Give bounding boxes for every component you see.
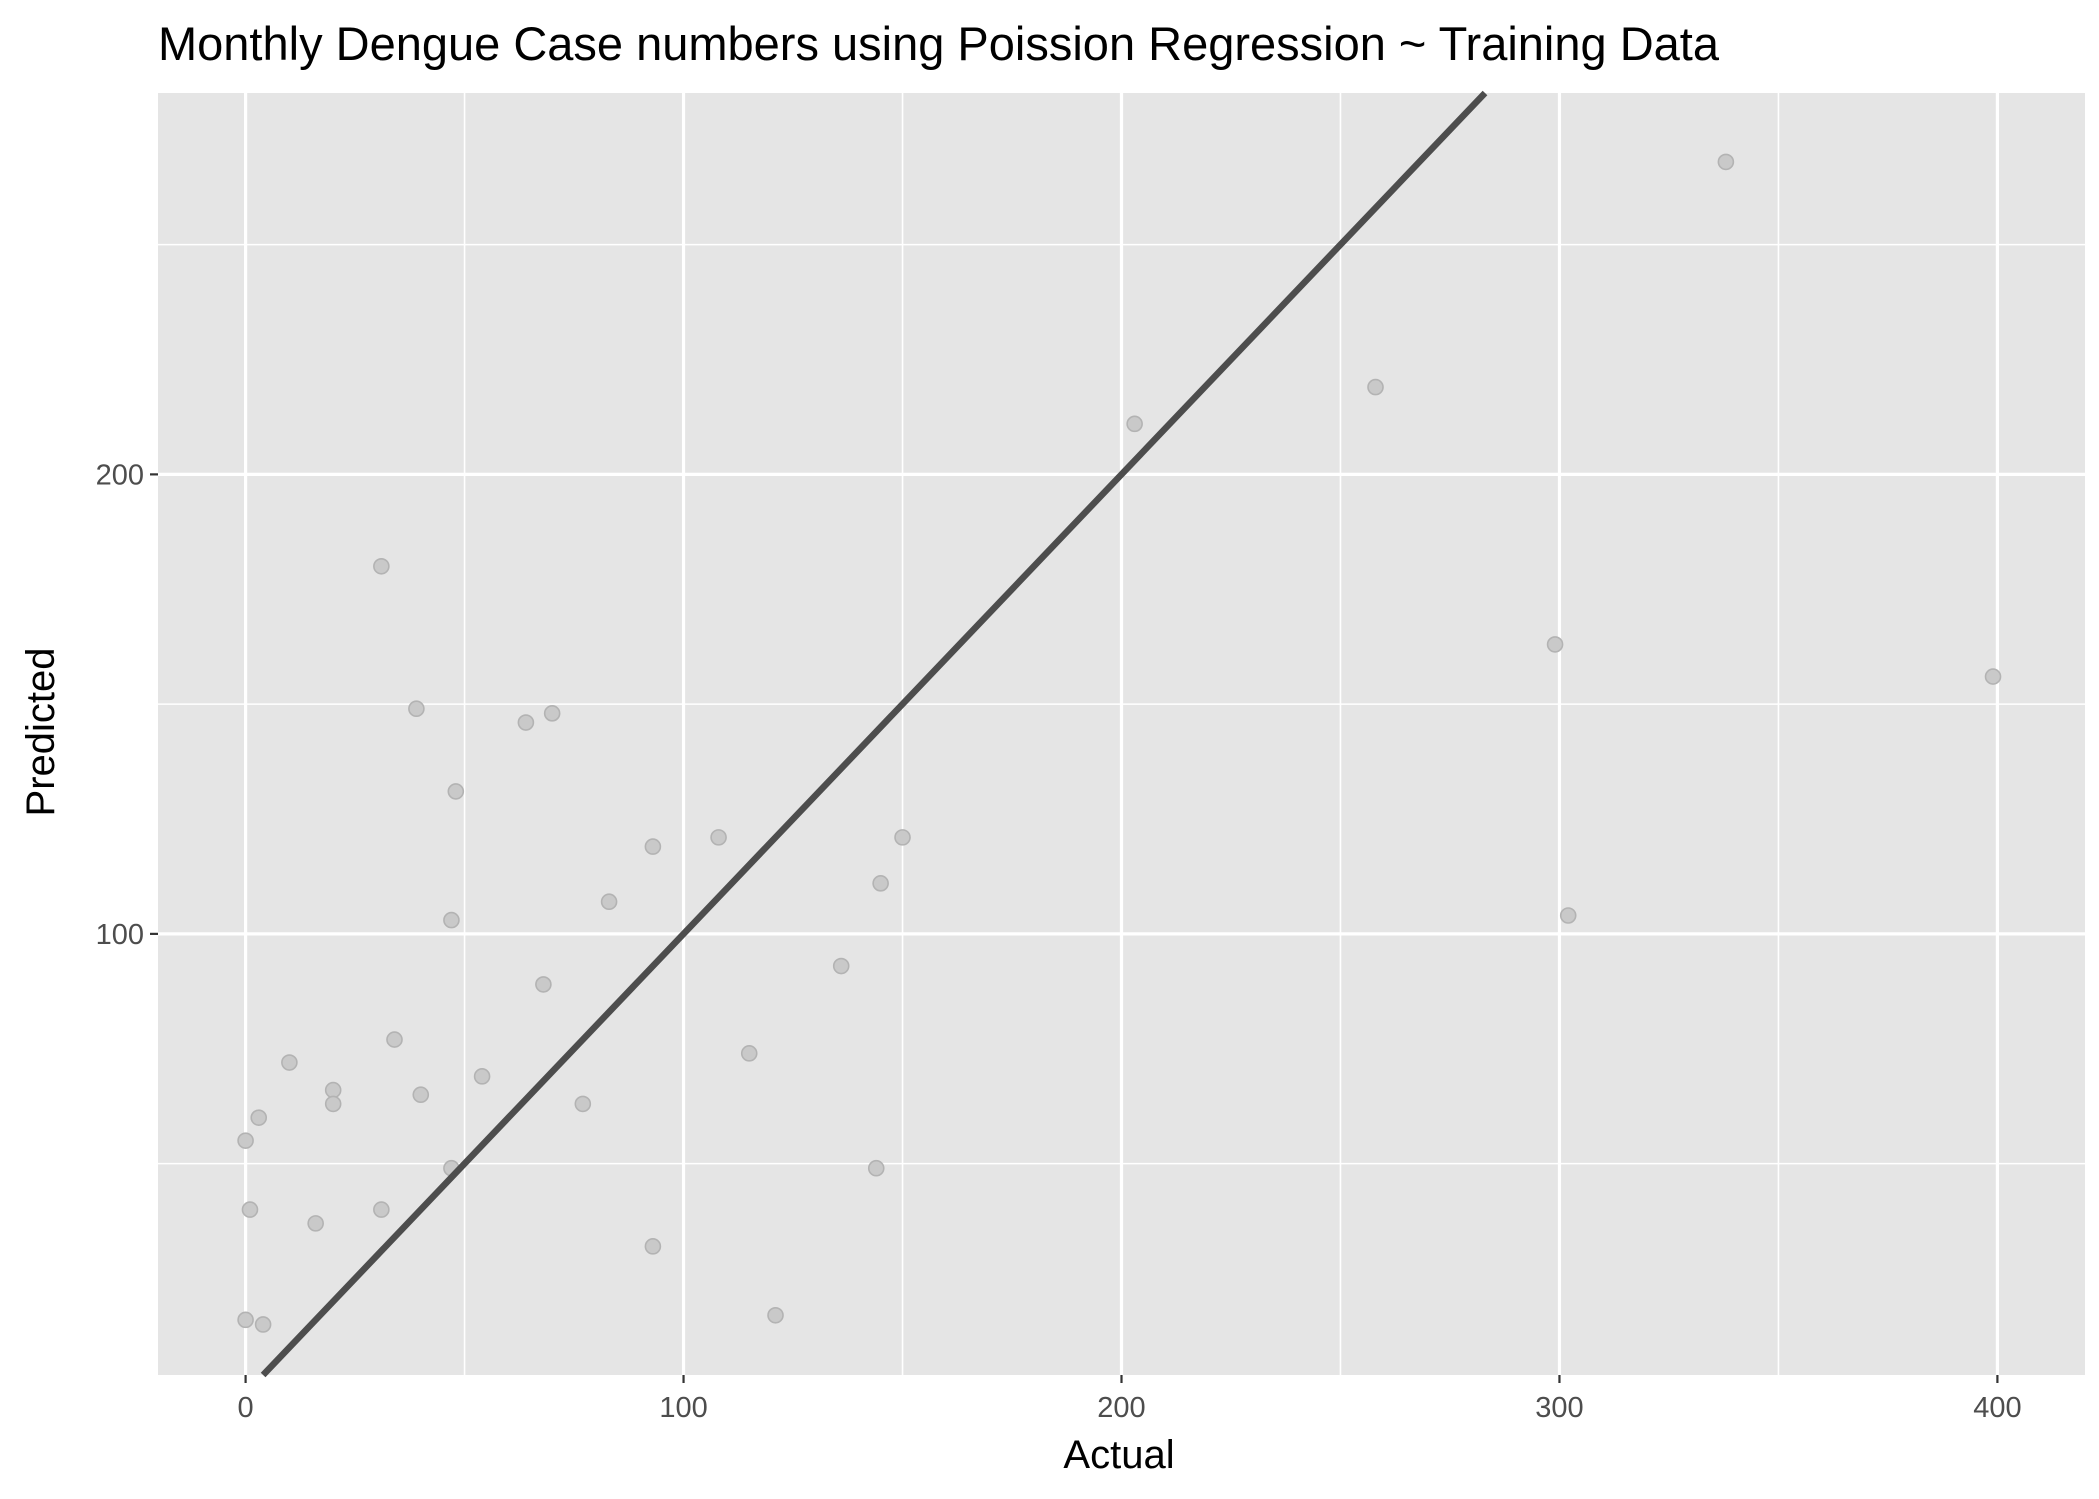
data-point xyxy=(867,1159,885,1177)
data-point xyxy=(408,700,425,718)
x-tick-label: 200 xyxy=(1097,1392,1145,1424)
data-point xyxy=(386,1031,403,1048)
data-point xyxy=(517,714,535,731)
y-tick-label: 100 xyxy=(96,919,144,951)
data-point xyxy=(447,783,465,800)
data-point xyxy=(241,1201,259,1218)
data-point xyxy=(307,1215,324,1232)
data-point xyxy=(443,911,460,929)
data-point xyxy=(872,875,889,892)
x-axis-title: Actual xyxy=(1063,1433,1174,1477)
data-points xyxy=(237,153,2002,1333)
reference-line xyxy=(260,90,1488,1378)
data-point xyxy=(324,1081,342,1099)
y-axis-ticks: 100 200 xyxy=(96,459,158,951)
major-gridlines xyxy=(158,93,2085,1375)
data-point xyxy=(237,1311,254,1329)
data-point xyxy=(710,829,727,846)
data-point xyxy=(473,1068,491,1085)
data-point xyxy=(250,1109,268,1126)
data-point xyxy=(324,1095,342,1113)
data-point xyxy=(644,1238,662,1255)
data-point xyxy=(412,1086,430,1104)
data-point xyxy=(574,1095,592,1113)
data-point xyxy=(543,705,561,722)
data-point xyxy=(1717,153,1735,171)
y-axis-title: Predicted xyxy=(19,648,63,817)
x-axis-ticks: 0 100 200 300 400 xyxy=(238,1375,2022,1424)
x-tick-label: 0 xyxy=(238,1392,254,1424)
data-point xyxy=(894,829,911,846)
data-point xyxy=(535,976,552,993)
chart-title: Monthly Dengue Case numbers using Poissi… xyxy=(158,17,1720,70)
data-point xyxy=(281,1054,298,1071)
data-point xyxy=(237,1132,254,1149)
data-point xyxy=(373,557,390,575)
data-point xyxy=(644,838,662,855)
data-point xyxy=(600,893,618,911)
data-point xyxy=(1546,636,1564,653)
data-point xyxy=(767,1306,784,1324)
data-point xyxy=(1126,415,1143,433)
x-tick-label: 400 xyxy=(1973,1392,2021,1424)
y-tick-label: 200 xyxy=(96,459,144,491)
x-tick-label: 300 xyxy=(1535,1392,1583,1424)
data-point xyxy=(740,1045,758,1062)
data-point xyxy=(254,1316,272,1333)
data-point xyxy=(832,957,850,975)
x-tick-label: 100 xyxy=(659,1392,707,1424)
data-point xyxy=(373,1201,390,1218)
data-point xyxy=(1559,907,1577,924)
data-point xyxy=(1984,668,2002,685)
data-point xyxy=(1367,378,1384,396)
